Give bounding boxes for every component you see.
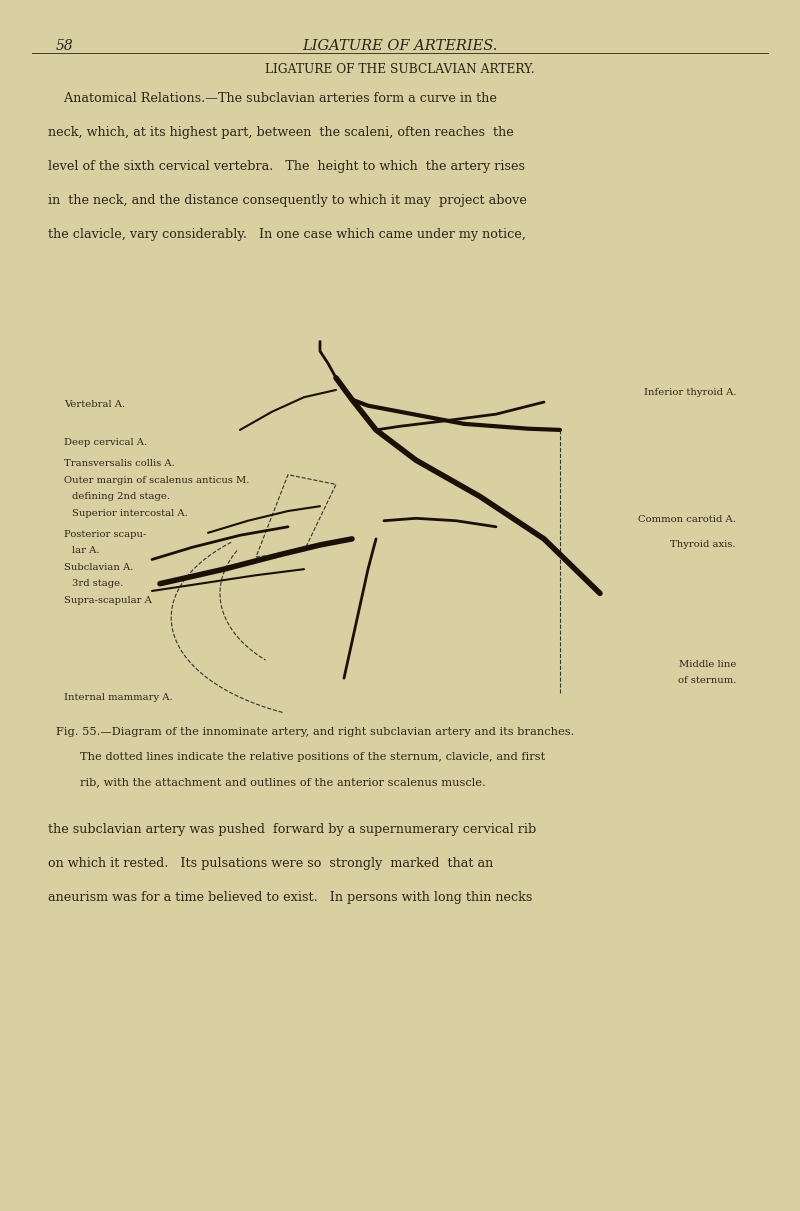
Text: Deep cervical A.: Deep cervical A. [64, 438, 147, 447]
Text: 58: 58 [56, 39, 74, 53]
Text: LIGATURE OF ARTERIES.: LIGATURE OF ARTERIES. [302, 39, 498, 53]
Text: Anatomical Relations.—The subclavian arteries form a curve in the: Anatomical Relations.—The subclavian art… [48, 92, 497, 105]
Text: LIGATURE OF THE SUBCLAVIAN ARTERY.: LIGATURE OF THE SUBCLAVIAN ARTERY. [265, 63, 535, 76]
Text: Posterior scapu-: Posterior scapu- [64, 530, 146, 539]
Text: Middle line: Middle line [678, 660, 736, 668]
Text: Subclavian A.: Subclavian A. [64, 563, 134, 572]
Text: Internal mammary A.: Internal mammary A. [64, 693, 173, 701]
Text: Vertebral A.: Vertebral A. [64, 400, 125, 408]
Text: Transversalis collis A.: Transversalis collis A. [64, 459, 174, 467]
Text: neck, which, at its highest part, between  the scaleni, often reaches  the: neck, which, at its highest part, betwee… [48, 126, 514, 139]
Text: Outer margin of scalenus anticus M.: Outer margin of scalenus anticus M. [64, 476, 250, 484]
Text: of sternum.: of sternum. [678, 676, 736, 684]
Text: 3rd stage.: 3rd stage. [72, 579, 123, 587]
Text: rib, with the attachment and outlines of the anterior scalenus muscle.: rib, with the attachment and outlines of… [80, 777, 486, 787]
Bar [32, 369, 768, 717]
Text: aneurism was for a time believed to exist.   In persons with long thin necks: aneurism was for a time believed to exis… [48, 891, 532, 905]
Text: Common carotid A.: Common carotid A. [638, 515, 736, 523]
Text: defining 2nd stage.: defining 2nd stage. [72, 492, 170, 500]
Text: The dotted lines indicate the relative positions of the sternum, clavicle, and f: The dotted lines indicate the relative p… [80, 752, 546, 762]
Text: the subclavian artery was pushed  forward by a supernumerary cervical rib: the subclavian artery was pushed forward… [48, 823, 536, 837]
Text: Fig. 55.—Diagram of the innominate artery, and right subclavian artery and its b: Fig. 55.—Diagram of the innominate arter… [56, 727, 574, 736]
Text: the clavicle, vary considerably.   In one case which came under my notice,: the clavicle, vary considerably. In one … [48, 228, 526, 241]
Text: lar A.: lar A. [72, 546, 99, 555]
Text: in  the neck, and the distance consequently to which it may  project above: in the neck, and the distance consequent… [48, 194, 527, 207]
Text: Superior intercostal A.: Superior intercostal A. [72, 509, 188, 517]
Text: Inferior thyroid A.: Inferior thyroid A. [643, 388, 736, 396]
Text: Thyroid axis.: Thyroid axis. [670, 540, 736, 549]
Text: level of the sixth cervical vertebra.   The  height to which  the artery rises: level of the sixth cervical vertebra. Th… [48, 160, 525, 173]
Text: Supra-scapular A: Supra-scapular A [64, 596, 152, 604]
Text: on which it rested.   Its pulsations were so  strongly  marked  that an: on which it rested. Its pulsations were … [48, 857, 494, 871]
